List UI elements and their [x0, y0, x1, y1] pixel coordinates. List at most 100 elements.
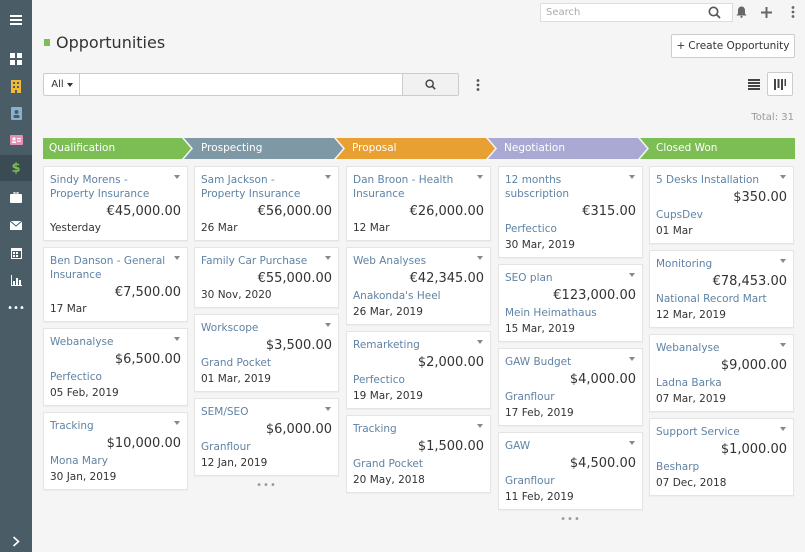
filter-text-input[interactable]: [79, 73, 403, 96]
account-link[interactable]: Anakonda's Heel: [353, 290, 441, 302]
opportunity-name-link[interactable]: SEO plan: [505, 272, 553, 284]
account-link[interactable]: Ladna Barka: [656, 377, 722, 389]
more-icon[interactable]: •••: [7, 302, 25, 314]
card-menu-caret-icon[interactable]: [174, 175, 180, 179]
account-link[interactable]: Mein Heimathaus: [505, 307, 597, 319]
card-menu-caret-icon[interactable]: [477, 340, 483, 344]
opportunity-card[interactable]: 5 Desks Installation $350.00 CupsDev 01 Mar: [649, 166, 794, 244]
kebab-menu-icon[interactable]: [784, 3, 802, 21]
stage-negotiation[interactable]: Negotiation: [498, 138, 565, 159]
card-menu-caret-icon[interactable]: [780, 427, 786, 431]
filter-scope-select[interactable]: All: [43, 73, 80, 96]
building-icon[interactable]: [0, 73, 32, 99]
account-link[interactable]: Perfectico: [353, 374, 405, 386]
show-more-button[interactable]: •••: [560, 514, 581, 525]
stage-prospecting[interactable]: Prospecting: [195, 138, 262, 159]
opportunity-name-link[interactable]: Remarketing: [353, 339, 420, 351]
account-link[interactable]: Mona Mary: [50, 455, 108, 467]
account-link[interactable]: Grand Pocket: [353, 458, 423, 470]
account-link[interactable]: Granflour: [201, 441, 251, 453]
card-menu-caret-icon[interactable]: [629, 441, 635, 445]
opportunity-card[interactable]: Web Analyses €42,345.00 Anakonda's Heel 26 …: [346, 247, 491, 325]
briefcase-icon[interactable]: [0, 184, 32, 210]
card-menu-caret-icon[interactable]: [477, 256, 483, 260]
plus-icon[interactable]: [757, 3, 775, 21]
dashboard-icon[interactable]: [0, 46, 32, 72]
opportunity-card[interactable]: SEM/SEO $6,000.00 Granflour 12 Jan, 2019: [194, 398, 339, 476]
opportunity-card[interactable]: GAW Budget $4,000.00 Granflour 17 Feb, 2019: [498, 348, 643, 426]
expand-icon[interactable]: [0, 528, 32, 552]
bell-icon[interactable]: [732, 3, 750, 21]
account-link[interactable]: Perfectico: [50, 371, 102, 383]
card-menu-caret-icon[interactable]: [325, 323, 331, 327]
id-card-icon[interactable]: [0, 127, 32, 153]
filter-search-button[interactable]: [402, 73, 459, 96]
opportunity-name-link[interactable]: GAW: [505, 440, 531, 452]
opportunity-card[interactable]: Remarketing $2,000.00 Perfectico 19 Mar, 20…: [346, 331, 491, 409]
opportunity-name-link[interactable]: SEM/SEO: [201, 406, 249, 418]
opportunity-card[interactable]: Sindy Morens - Property Insurance €45,000…: [43, 166, 188, 241]
card-menu-caret-icon[interactable]: [780, 175, 786, 179]
opportunity-card[interactable]: SEO plan €123,000.00 Mein Heimathaus 15 Mar…: [498, 264, 643, 342]
account-link[interactable]: CupsDev: [656, 209, 703, 221]
opportunity-name-link[interactable]: Sam Jackson - Property Insurance: [201, 174, 301, 200]
opportunity-card[interactable]: Family Car Purchase €55,000.00 30 Nov, 202…: [194, 247, 339, 308]
card-menu-caret-icon[interactable]: [174, 256, 180, 260]
opportunity-card[interactable]: Support Service $1,000.00 Besharp 07 Dec, 2…: [649, 418, 794, 496]
stage-closed-won[interactable]: Closed Won: [650, 138, 717, 159]
envelope-icon[interactable]: [0, 212, 32, 238]
opportunity-name-link[interactable]: Sindy Morens - Property Insurance: [50, 174, 150, 200]
card-menu-caret-icon[interactable]: [780, 343, 786, 347]
card-menu-caret-icon[interactable]: [629, 175, 635, 179]
card-menu-caret-icon[interactable]: [477, 175, 483, 179]
chart-icon[interactable]: [0, 267, 32, 293]
search-icon[interactable]: [705, 3, 723, 21]
opportunity-card[interactable]: Tracking $10,000.00 Mona Mary 30 Jan, 2019: [43, 412, 188, 490]
account-link[interactable]: Grand Pocket: [201, 357, 271, 369]
opportunity-card[interactable]: GAW $4,500.00 Granflour 11 Feb, 2019: [498, 432, 643, 510]
opportunity-card[interactable]: Sam Jackson - Property Insurance €56,000.…: [194, 166, 339, 241]
card-menu-caret-icon[interactable]: [174, 421, 180, 425]
card-menu-caret-icon[interactable]: [325, 175, 331, 179]
opportunity-card[interactable]: Webanalyse $6,500.00 Perfectico 05 Feb, 201…: [43, 328, 188, 406]
kanban-view-button[interactable]: [767, 72, 793, 96]
opportunity-card[interactable]: Ben Danson - General Insurance €7,500.00 1…: [43, 247, 188, 322]
opportunity-card[interactable]: Webanalyse $9,000.00 Ladna Barka 07 Mar, 20…: [649, 334, 794, 412]
opportunity-card[interactable]: Workscope $3,500.00 Grand Pocket 01 Mar, 20…: [194, 314, 339, 392]
stage-qualification[interactable]: Qualification: [43, 138, 115, 159]
account-link[interactable]: Besharp: [656, 461, 700, 473]
card-menu-caret-icon[interactable]: [325, 256, 331, 260]
card-menu-caret-icon[interactable]: [325, 407, 331, 411]
opportunity-name-link[interactable]: Tracking: [353, 423, 397, 435]
opportunity-name-link[interactable]: 5 Desks Installation: [656, 174, 760, 186]
opportunity-name-link[interactable]: Ben Danson - General Insurance: [50, 255, 166, 281]
opportunity-name-link[interactable]: Dan Broon - Health Insurance: [353, 174, 454, 200]
card-menu-caret-icon[interactable]: [629, 273, 635, 277]
global-search-input[interactable]: [540, 3, 733, 22]
card-menu-caret-icon[interactable]: [629, 357, 635, 361]
menu-icon[interactable]: [0, 7, 32, 33]
opportunity-card[interactable]: Dan Broon - Health Insurance €26,000.00 12…: [346, 166, 491, 241]
opportunity-card[interactable]: Tracking $1,500.00 Grand Pocket 20 May, 201…: [346, 415, 491, 493]
card-menu-caret-icon[interactable]: [174, 337, 180, 341]
opportunity-name-link[interactable]: Webanalyse: [50, 336, 114, 348]
card-menu-caret-icon[interactable]: [477, 424, 483, 428]
account-link[interactable]: Granflour: [505, 475, 555, 487]
opportunity-name-link[interactable]: Tracking: [50, 420, 94, 432]
create-opportunity-button[interactable]: + Create Opportunity: [671, 34, 795, 58]
opportunity-card[interactable]: 12 months subscription €315.00 Perfectico 3…: [498, 166, 643, 258]
filter-options-button[interactable]: [470, 75, 486, 95]
account-link[interactable]: Granflour: [505, 391, 555, 403]
opportunity-name-link[interactable]: Web Analyses: [353, 255, 427, 267]
opportunity-name-link[interactable]: 12 months subscription: [505, 174, 570, 200]
opportunity-name-link[interactable]: Workscope: [201, 322, 259, 334]
opportunity-name-link[interactable]: Family Car Purchase: [201, 255, 308, 267]
dollar-icon[interactable]: $: [0, 155, 32, 181]
opportunity-card[interactable]: Monitoring €78,453.00 National Record Mart…: [649, 250, 794, 328]
show-more-button[interactable]: •••: [256, 480, 277, 491]
stage-proposal[interactable]: Proposal: [346, 138, 397, 159]
opportunity-name-link[interactable]: GAW Budget: [505, 356, 572, 368]
opportunity-name-link[interactable]: Monitoring: [656, 258, 713, 270]
list-view-button[interactable]: [741, 72, 767, 96]
opportunity-name-link[interactable]: Support Service: [656, 426, 740, 438]
